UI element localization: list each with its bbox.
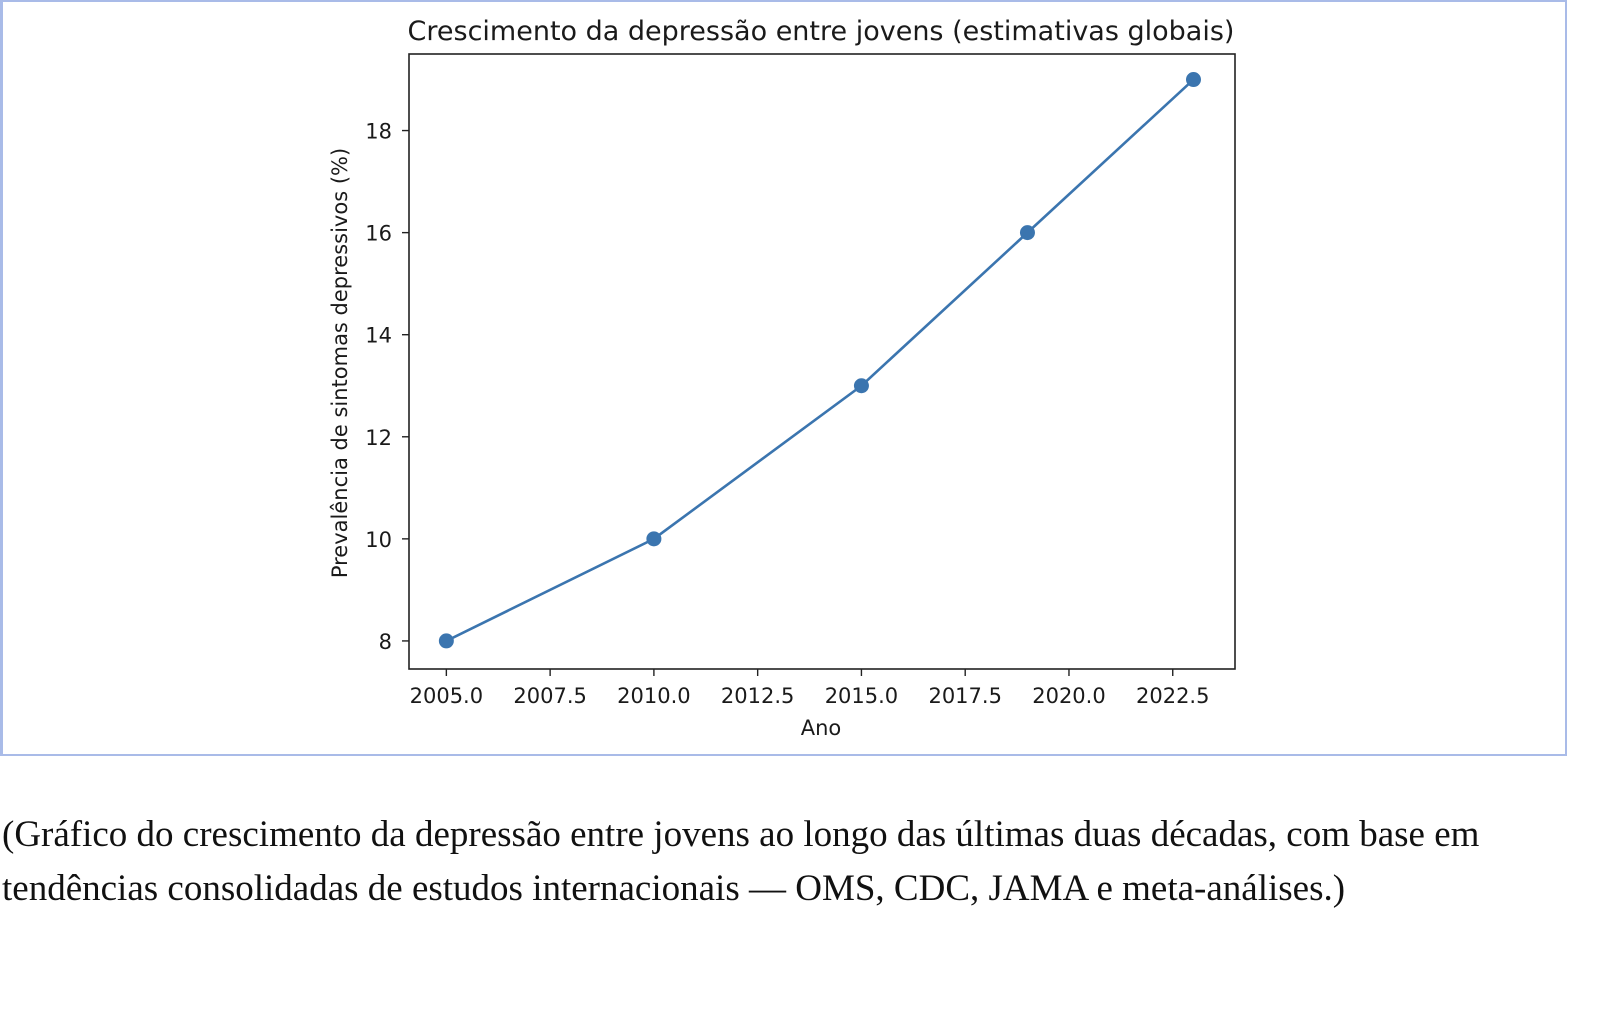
x-tick-label: 2020.0	[1032, 684, 1105, 708]
figure-caption: (Gráfico do crescimento da depressão ent…	[2, 814, 1480, 909]
data-point	[1185, 72, 1201, 88]
x-tick-label: 2017.5	[928, 684, 1001, 708]
data-point	[438, 633, 454, 649]
y-tick-label: 10	[365, 528, 392, 552]
x-tick-label: 2005.0	[410, 684, 483, 708]
data-point	[1019, 225, 1035, 241]
series-line	[445, 78, 1195, 643]
x-tick-label: 2012.5	[721, 684, 794, 708]
y-axis-label: Prevalência de sintomas depressivos (%)	[328, 148, 352, 578]
data-point	[646, 531, 662, 547]
figure-frame: Crescimento da depressão entre jovens (e…	[0, 0, 1567, 756]
plot-area-frame	[408, 53, 1236, 670]
series-line-group	[438, 72, 1201, 649]
y-tick-label: 18	[365, 120, 392, 144]
x-tick-label: 2010.0	[617, 684, 690, 708]
line-chart: Crescimento da depressão entre jovens (e…	[328, 16, 1236, 740]
x-axis-ticks: 2005.0 2007.5 2010.0 2012.5 2015.0 2017.5 2020…	[410, 669, 1209, 708]
y-tick-label: 12	[365, 426, 392, 450]
y-tick-label: 14	[365, 324, 392, 348]
y-tick-label: 8	[379, 630, 392, 654]
x-tick-label: 2015.0	[825, 684, 898, 708]
x-tick-label: 2022.5	[1136, 684, 1209, 708]
x-tick-label: 2007.5	[513, 684, 586, 708]
y-tick-label: 16	[365, 222, 392, 246]
y-axis-ticks: 8 10 12 14 16 18	[365, 120, 409, 654]
x-axis-label: Ano	[801, 716, 842, 740]
chart-title: Crescimento da depressão entre jovens (e…	[408, 16, 1235, 47]
data-point	[853, 378, 869, 394]
